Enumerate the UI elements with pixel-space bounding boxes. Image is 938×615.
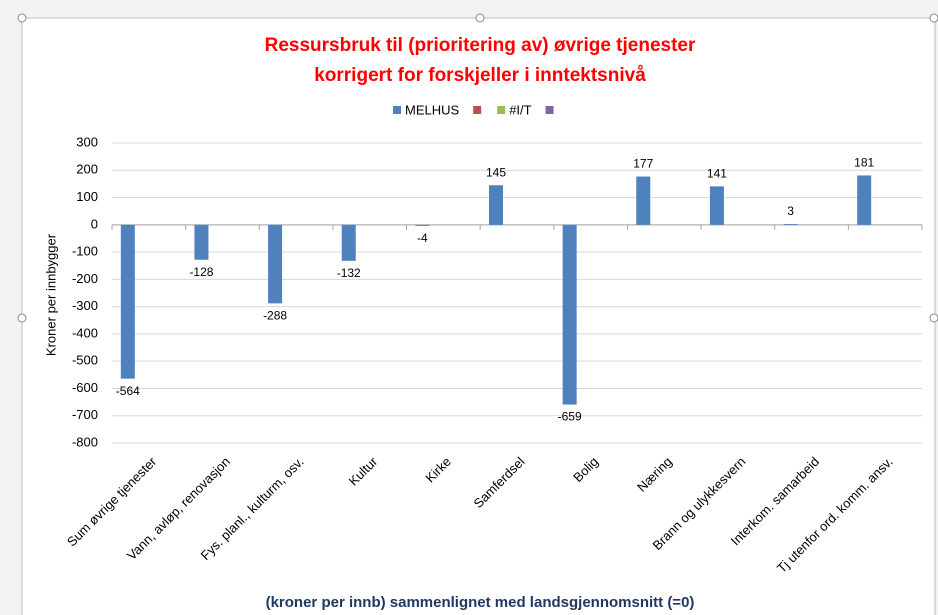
data-label: 145 xyxy=(486,165,506,179)
legend-marker xyxy=(545,106,554,114)
y-tick-label: -400 xyxy=(72,325,98,340)
legend-marker xyxy=(473,106,482,114)
data-label: -4 xyxy=(417,231,428,245)
x-axis-label: (kroner per innb) sammenlignet med lands… xyxy=(266,594,695,611)
data-label: 3 xyxy=(787,204,794,218)
chart-title: Ressursbruk til (prioritering av) øvrige… xyxy=(265,35,696,56)
data-label: -564 xyxy=(116,384,140,398)
data-label: 181 xyxy=(854,156,874,170)
y-tick-label: 300 xyxy=(76,134,98,149)
chart-title: korrigert for forskjeller i inntektsnivå xyxy=(314,65,646,86)
bar xyxy=(489,185,503,225)
chart-area xyxy=(21,17,936,615)
handle xyxy=(17,13,27,23)
bar xyxy=(783,224,798,225)
data-label: 177 xyxy=(633,157,653,171)
y-tick-label: -600 xyxy=(72,380,98,395)
y-tick-label: -700 xyxy=(72,407,98,422)
bar xyxy=(341,224,356,261)
data-label: -132 xyxy=(337,266,361,280)
y-tick-label: 0 xyxy=(91,216,98,231)
y-tick-label: -500 xyxy=(72,353,98,368)
legend-label: MELHUS xyxy=(405,102,460,117)
handle xyxy=(929,313,938,323)
data-label: -128 xyxy=(189,265,213,279)
y-tick-label: -800 xyxy=(72,434,98,449)
handle xyxy=(475,13,485,23)
legend-label: #I/T xyxy=(509,102,531,117)
bar xyxy=(709,186,724,225)
y-tick-label: 100 xyxy=(76,189,98,204)
y-tick-label: -100 xyxy=(72,244,98,259)
data-label: -659 xyxy=(558,410,582,424)
bar xyxy=(194,224,209,260)
bar xyxy=(562,224,577,405)
y-tick-label: 200 xyxy=(76,162,98,177)
bar xyxy=(636,176,651,225)
handle xyxy=(929,13,938,23)
handle xyxy=(17,313,27,323)
legend-marker xyxy=(497,106,506,114)
y-axis-label: Kroner per innbygger xyxy=(43,233,58,356)
bar xyxy=(120,224,135,379)
bar xyxy=(268,224,283,304)
data-label: 141 xyxy=(707,167,727,181)
y-tick-label: -300 xyxy=(72,298,98,313)
legend-marker xyxy=(393,106,401,114)
bar xyxy=(415,224,430,226)
data-label: -288 xyxy=(263,309,287,323)
bar xyxy=(857,175,872,225)
y-tick-label: -200 xyxy=(72,271,98,286)
